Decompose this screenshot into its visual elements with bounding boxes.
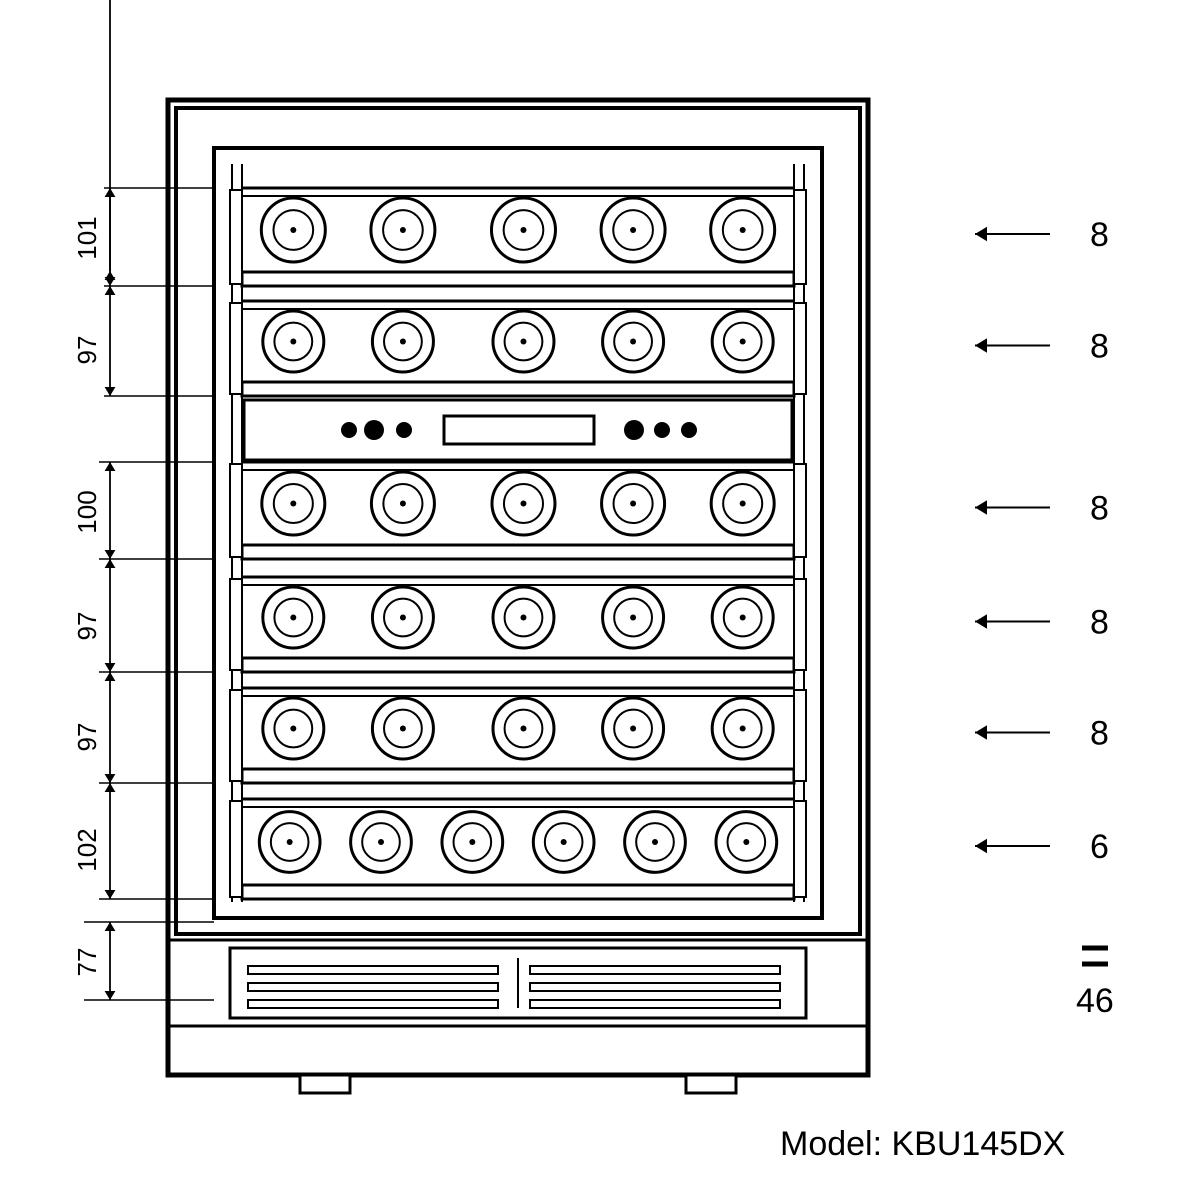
shelf-row-3 [230, 577, 806, 672]
dim-label: 97 [72, 336, 102, 365]
capacity-label: 8 [1090, 216, 1109, 254]
dim-label: 100 [72, 490, 102, 533]
dim-label: 77 [72, 948, 102, 977]
shelf-row-1 [230, 301, 806, 396]
foot [300, 1075, 350, 1093]
vent-grille [230, 948, 806, 1018]
model-label: Model: KBU145DX [780, 1125, 1065, 1163]
door-frame-outer [176, 108, 860, 934]
capacity-label: 8 [1090, 715, 1109, 753]
shelf-row-4 [230, 688, 806, 783]
dim-label: 97 [72, 612, 102, 641]
total-value: 46 [1076, 982, 1114, 1020]
capacity-label: 8 [1090, 490, 1109, 528]
capacity-label: 8 [1090, 328, 1109, 366]
dim-label: 102 [72, 828, 102, 871]
shelf-row-5 [230, 799, 806, 899]
shelf-row-2 [230, 462, 806, 559]
control-panel [244, 400, 792, 460]
capacity-label: 6 [1090, 828, 1109, 866]
shelf-row-0 [230, 188, 806, 286]
capacity-label: 8 [1090, 604, 1109, 642]
wine-fridge-diagram: 101 97 100 97 97 102 77 8 8 8 8 8 6 46 Model: KBU145DX [0, 0, 1200, 1200]
dim-label: 97 [72, 723, 102, 752]
dim-label: 101 [72, 216, 102, 259]
foot [686, 1075, 736, 1093]
